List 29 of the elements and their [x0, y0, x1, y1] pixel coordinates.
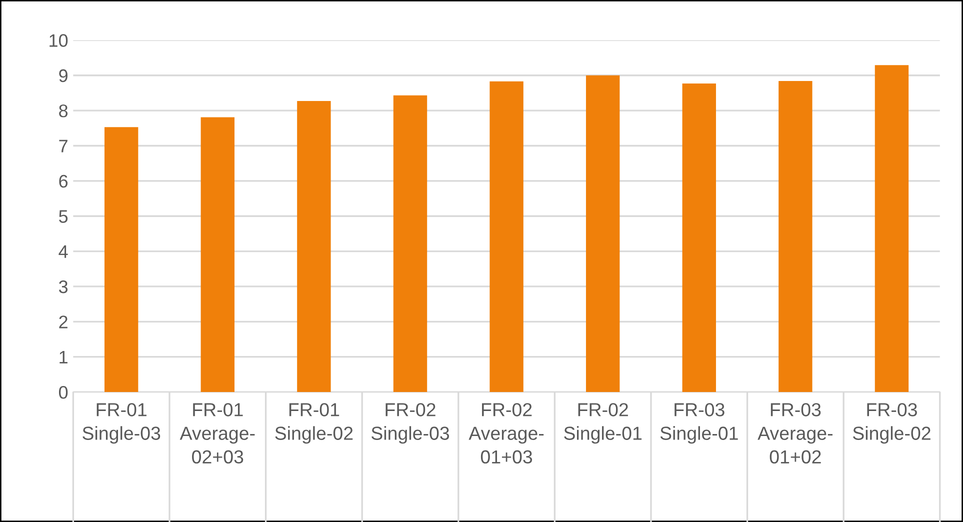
bar: [682, 83, 716, 392]
y-tick-label: 0: [58, 386, 68, 399]
x-tick-label: FR-03 Single-01: [660, 403, 738, 444]
y-tick-label: 9: [59, 69, 68, 82]
bar: [104, 127, 138, 392]
x-tick-label: FR-02 Single-01: [564, 403, 642, 444]
x-tick-label: FR-02 Average- 01+03: [468, 403, 544, 464]
y-tick-label: 5: [59, 210, 68, 223]
x-tick-label: FR-02 Single-03: [371, 403, 450, 444]
y-tick-label: 1: [60, 350, 68, 364]
y-tick-label: 8: [59, 104, 68, 118]
x-tick-label: FR-01 Single-02: [275, 403, 353, 444]
y-tick-label: 10: [50, 34, 68, 47]
bar: [874, 65, 909, 392]
bar: [393, 95, 428, 392]
x-tick-label: FR-01 Single-03: [82, 403, 160, 444]
bar: [490, 81, 524, 392]
bar: [200, 117, 234, 392]
x-tick-label: FR-03 Average- 01+02: [758, 403, 832, 464]
y-tick-label: 3: [58, 280, 68, 294]
bar: [778, 81, 812, 392]
bar: [297, 101, 331, 392]
y-tick-label: 7: [59, 140, 68, 152]
x-tick-label: FR-01 Average- 02+03: [180, 403, 255, 464]
bar: [586, 75, 620, 392]
y-tick-label: 4: [58, 245, 68, 258]
y-tick-label: 2: [59, 316, 68, 328]
x-tick-label: FR-03 Single-02: [852, 403, 930, 444]
y-tick-label: 6: [59, 174, 68, 188]
